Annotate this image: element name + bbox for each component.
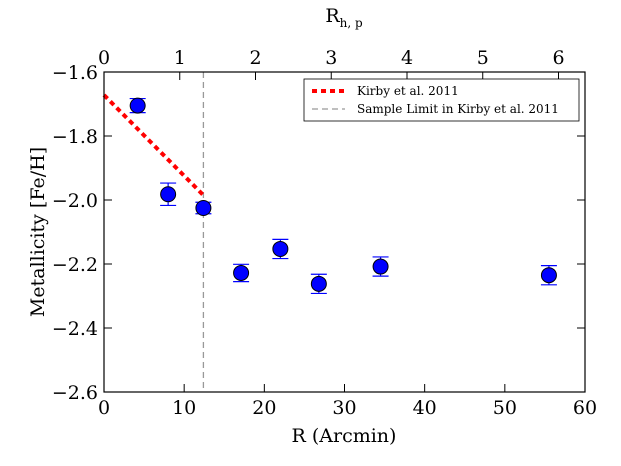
top-tick-label: 6 (552, 47, 564, 69)
plot-area (104, 72, 585, 392)
y-tick-label: −2.6 (52, 382, 98, 404)
data-point (272, 240, 289, 257)
x-tick-label: 40 (413, 397, 437, 419)
data-point (160, 186, 177, 203)
y-tick-labels: −1.6 −1.8 −2.0 −2.2 −2.4 −2.6 (52, 62, 98, 404)
x-tick-label: 50 (493, 397, 517, 419)
y-tick-label: −2.2 (52, 254, 98, 276)
data-point (310, 275, 327, 292)
y-tick-label: −1.6 (52, 62, 98, 84)
x-tick-labels: 0 10 20 30 40 50 60 (98, 397, 597, 419)
top-tick-label: 4 (401, 47, 413, 69)
top-tick-label: 2 (249, 47, 261, 69)
y-tick-label: −2.0 (52, 190, 98, 212)
top-tick-labels: 0 1 2 3 4 5 6 (98, 47, 565, 69)
plot-frame (103, 71, 586, 393)
legend-kirby-label: Kirby et al. 2011 (357, 84, 459, 98)
x-tick-label: 30 (332, 397, 356, 419)
x-axis-title: R (Arcmin) (292, 425, 397, 447)
x-tick-label: 10 (172, 397, 196, 419)
x-tick-label: 60 (573, 397, 597, 419)
x-tick-label: 0 (98, 397, 110, 419)
legend-box (303, 78, 580, 122)
legend: Kirby et al. 2011 Sample Limit in Kirby … (303, 78, 580, 122)
data-point (129, 97, 146, 114)
data-point (372, 258, 389, 275)
data-points (129, 97, 557, 295)
x-tick-label: 20 (252, 397, 276, 419)
data-point (540, 267, 557, 284)
top-tick-label: 5 (477, 47, 489, 69)
top-axis-title: Rh, p (325, 5, 363, 30)
data-point (233, 264, 250, 281)
y-tick-label: −2.4 (52, 318, 98, 340)
top-tick-label: 3 (325, 47, 337, 69)
kirby-line (102, 93, 205, 197)
y-axis-title: Metallicity [Fe/H] (27, 147, 49, 317)
top-tick-label: 0 (98, 47, 110, 69)
legend-limit-label: Sample Limit in Kirby et al. 2011 (357, 102, 559, 116)
data-point (195, 200, 212, 216)
top-axis-title-main: R (325, 5, 340, 27)
top-axis-title-sub: h, p (340, 16, 363, 30)
top-tick-label: 1 (174, 47, 186, 69)
y-tick-label: −1.8 (52, 126, 98, 148)
